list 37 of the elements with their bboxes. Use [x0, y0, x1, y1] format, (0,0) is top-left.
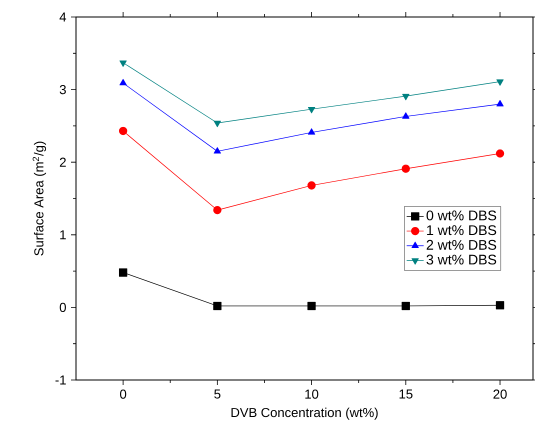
y-tick-label: 1 — [60, 230, 66, 240]
point — [213, 206, 222, 214]
point — [402, 302, 410, 310]
y-tick-label: 2 — [60, 158, 66, 167]
point — [496, 79, 504, 86]
legend-label: 0 wt% DBS — [426, 210, 496, 220]
x-tick-label: 15 — [400, 390, 412, 399]
point — [402, 112, 410, 119]
point — [213, 302, 222, 310]
point — [496, 100, 504, 106]
legend-label: 2 wt% DBS — [426, 240, 496, 250]
y-tick-label: 0 — [60, 302, 66, 312]
point — [214, 147, 221, 154]
point — [402, 94, 410, 100]
y-tick-label: 3 — [60, 85, 66, 94]
x-tick-label: 5 — [214, 390, 220, 399]
point — [308, 106, 316, 114]
point — [496, 301, 504, 310]
point — [118, 268, 128, 277]
y-tick-label: -1 — [55, 376, 66, 384]
point — [214, 120, 221, 128]
point — [118, 126, 128, 136]
point — [308, 128, 316, 135]
y-tick-label: 4 — [60, 12, 66, 22]
point — [119, 60, 127, 67]
x-tick-label: 10 — [305, 390, 318, 399]
point — [307, 181, 316, 190]
point — [307, 302, 316, 310]
point — [119, 78, 127, 86]
legend-label: 3 wt% DBS — [426, 254, 496, 265]
y-axis-title: Surface Area (m$^{2}$/g) — [32, 142, 46, 256]
x-axis-title: DVB Concentration (wt%) — [232, 408, 378, 420]
legend-label: 1 wt% DBS — [427, 225, 496, 236]
point — [402, 164, 410, 173]
x-tick-label: 20 — [493, 390, 507, 399]
point — [496, 149, 504, 158]
x-tick-label: 0 — [120, 390, 126, 399]
